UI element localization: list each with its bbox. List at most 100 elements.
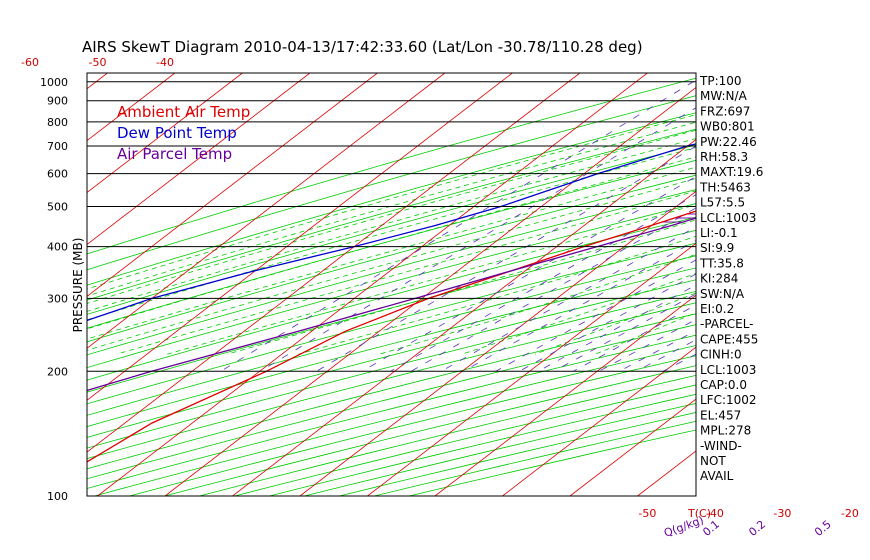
dry-adiabat-line: [87, 255, 696, 416]
pressure-tick-label: 800: [47, 116, 68, 129]
index-item: MW:N/A: [700, 89, 748, 103]
isotherm-line: [87, 73, 108, 90]
isotherm-line: [232, 138, 696, 496]
index-item: AVAIL: [700, 469, 734, 483]
dry-adiabat-line: [374, 420, 696, 496]
index-item: MAXT:19.6: [700, 165, 763, 179]
dry-adiabats: [87, 77, 696, 496]
dry-adiabat-line: [129, 355, 696, 496]
bottom-temperature-tick: -50: [638, 507, 656, 520]
pressure-tick-label: 1000: [40, 76, 68, 89]
mixing-ratio-line: [316, 145, 696, 372]
mixing-ratio-tick: 0.2: [746, 518, 768, 539]
dry-adiabat-line: [87, 174, 696, 343]
mixing-ratio-unit: Q(g/kg): [662, 514, 705, 540]
pressure-tick-label: 200: [47, 365, 68, 378]
top-temperature-tick: -40: [156, 56, 174, 69]
isotherm-line: [87, 73, 581, 453]
bottom-temperature-tick: -20: [841, 507, 859, 520]
dry-adiabat-line: [87, 302, 696, 459]
mixing-ratio-line: [537, 284, 696, 372]
mixing-ratio-line: [260, 107, 696, 372]
series-ambient-air-temp: [87, 210, 696, 463]
isotherm-line: [87, 73, 243, 194]
top-temperature-tick: -60: [21, 56, 39, 69]
dry-adiabat-line: [339, 412, 696, 496]
index-item: MPL:278: [700, 424, 751, 438]
y-axis-label: PRESSURE (MB): [71, 238, 85, 333]
bottom-temperature-tick: -40: [706, 507, 724, 520]
index-item: KI:284: [700, 272, 738, 286]
legend-air-parcel-temp: Air Parcel Temp: [117, 145, 232, 163]
pressure-tick-labels: 100 200 300 400 500 600 700 800 900 1000: [40, 76, 68, 503]
moist-adiabats: [87, 114, 696, 355]
plot-frame: [86, 72, 697, 497]
isotherm-line: [367, 242, 696, 496]
moist-adiabat-line: [227, 219, 696, 355]
legend: Ambient Air Temp Dew Point Temp Air Parc…: [117, 103, 250, 163]
dry-adiabat-line: [87, 77, 696, 255]
index-item: NOT: [700, 454, 726, 468]
moist-adiabat-line: [87, 177, 696, 351]
isotherms: [87, 73, 696, 496]
top-temperature-tick: -50: [89, 56, 107, 69]
dry-adiabat-line: [87, 290, 696, 449]
bottom-temperature-tick-labels: -50-40-30-20-100102030T(C): [638, 507, 859, 520]
index-item: LFC:1002: [700, 393, 757, 407]
dry-adiabat-line: [87, 324, 696, 480]
dry-adiabat-line: [304, 403, 696, 496]
moist-adiabat-line: [298, 235, 696, 355]
dry-adiabat-line: [234, 384, 696, 496]
isotherm-line: [569, 398, 696, 496]
isotherm-line: [502, 346, 696, 496]
dry-adiabat-line: [87, 95, 696, 271]
dry-adiabat-line: [87, 144, 696, 315]
moist-adiabat-line: [167, 204, 696, 355]
dry-adiabat-line: [94, 345, 696, 496]
dry-adiabat-line: [87, 267, 696, 427]
mixing-ratio-lines: [220, 79, 696, 372]
cape-area: [660, 211, 696, 223]
mixing-ratio-line: [390, 194, 696, 372]
legend-ambient-air-temp: Ambient Air Temp: [117, 103, 250, 121]
pressure-tick-label: 500: [47, 200, 68, 213]
pressure-tick-label: 900: [47, 95, 68, 108]
dry-adiabat-line: [269, 393, 696, 496]
mixing-ratio-tick-labels: 0.10.20.511.52346810121520253040Q(g/kg): [662, 514, 834, 540]
index-item: L57:5.5: [700, 196, 745, 210]
temperature-unit: T(C): [687, 507, 711, 520]
pressure-tick-label: 100: [47, 490, 68, 503]
mixing-ratio-tick: 0.5: [812, 518, 834, 539]
index-item: FRZ:697: [700, 104, 750, 118]
index-item: LI:-0.1: [700, 226, 738, 240]
dry-adiabat-line: [87, 112, 696, 286]
dry-adiabat-line: [87, 242, 696, 405]
dry-adiabat-line: [87, 216, 696, 381]
bottom-temperature-tick: -30: [773, 507, 791, 520]
mixing-ratio-line: [361, 175, 696, 372]
index-item: EL:457: [700, 408, 741, 422]
dry-adiabat-line: [199, 374, 696, 496]
isotherm-line: [164, 87, 696, 496]
moist-adiabat-line: [87, 156, 696, 330]
series-air-parcel-temp: [87, 217, 696, 392]
plot-area: [87, 73, 696, 496]
pressure-tick-label: 400: [47, 241, 68, 254]
index-item: SW:N/A: [700, 287, 745, 301]
dry-adiabat-line: [87, 203, 696, 369]
mixing-ratio-line: [410, 207, 696, 372]
dry-adiabat-line: [87, 189, 696, 356]
index-item: LCL:1003: [700, 211, 756, 225]
moist-adiabat-line: [87, 166, 696, 340]
dry-adiabat-line: [164, 365, 696, 496]
pressure-tick-label: 600: [47, 168, 68, 181]
index-item: RH:58.3: [700, 150, 748, 164]
profile-series: [87, 143, 696, 463]
mixing-ratio-line: [662, 353, 696, 372]
index-item: PW:22.46: [700, 135, 757, 149]
isotherm-line: [87, 73, 311, 245]
index-item: CINH:0: [700, 348, 742, 362]
index-item: EI:0.2: [700, 302, 734, 316]
dry-adiabat-line: [87, 334, 696, 489]
